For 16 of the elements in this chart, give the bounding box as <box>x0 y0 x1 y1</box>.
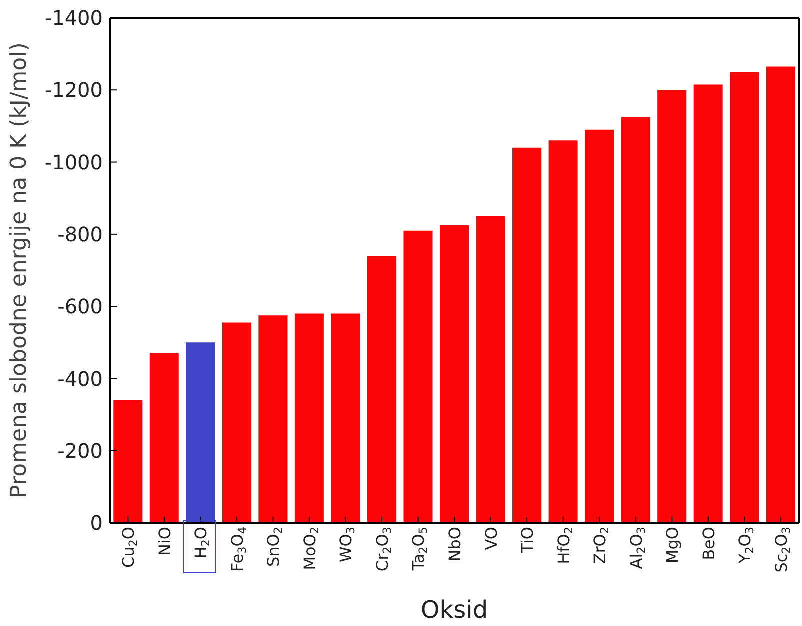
y-tick-label: -800 <box>58 222 103 247</box>
x-tick-label: VO <box>482 527 501 550</box>
x-tick-label: MgO <box>663 527 682 564</box>
y-tick-label: 0 <box>90 511 103 536</box>
x-axis-title: Oksid <box>420 596 488 624</box>
y-tick-label: -1200 <box>44 78 103 102</box>
x-tick-label: NiO <box>155 527 174 556</box>
x-tick-label: BeO <box>699 527 718 560</box>
y-tick-label: -400 <box>58 366 103 391</box>
y-tick-label: -600 <box>58 294 103 319</box>
x-tick-label: TiO <box>518 527 538 554</box>
y-tick-label: -200 <box>58 438 103 463</box>
y-axis-title: Promena slobodne enrgije na 0 K (kJ/mol) <box>6 42 32 498</box>
y-tick-label: -1000 <box>44 150 103 174</box>
x-tick-label: NbO <box>446 527 464 562</box>
y-tick-label: -1400 <box>44 6 103 30</box>
